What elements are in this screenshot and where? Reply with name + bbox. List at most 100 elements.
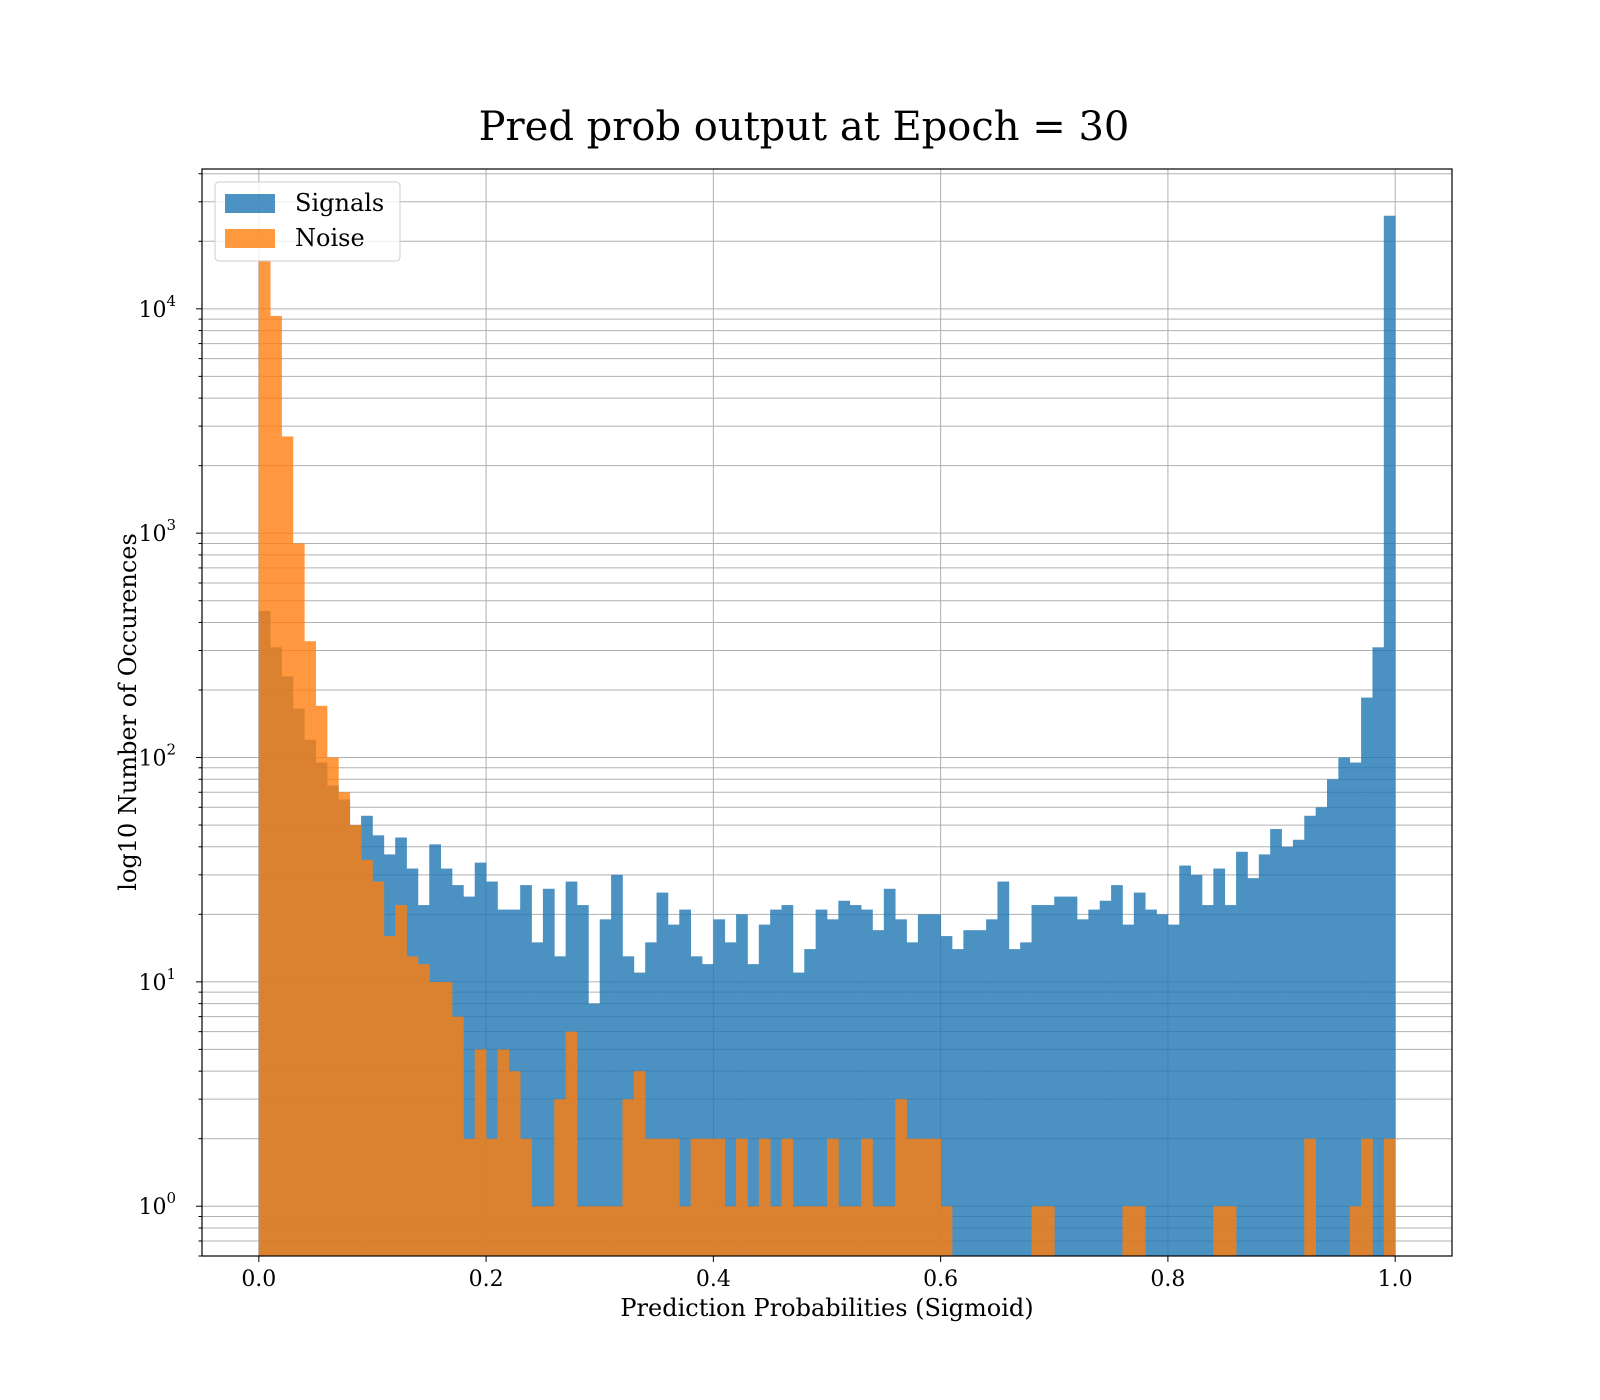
signals-bar: [1213, 868, 1226, 1256]
noise-bar: [452, 1016, 464, 1256]
noise-bar: [281, 436, 294, 1256]
signals-bar: [1099, 900, 1112, 1256]
y-tick-label: 103: [138, 516, 176, 547]
signals-bar: [781, 905, 794, 1256]
noise-bar: [849, 1206, 862, 1256]
signals-bar: [1270, 829, 1282, 1256]
axis-ticks: 0.0 0.2 0.4 0.6 0.8 1.0 100 101 102 103 104: [138, 173, 1413, 1292]
signals-bar: [702, 964, 714, 1256]
signals-bar: [1167, 924, 1180, 1256]
noise-bar: [1304, 1138, 1316, 1256]
signals-bar: [917, 914, 930, 1256]
signals-bar: [861, 909, 873, 1256]
signals-bar: [997, 881, 1010, 1256]
signals-bar: [736, 914, 748, 1256]
noise-bar: [815, 1206, 828, 1256]
signals-bar: [542, 888, 555, 1256]
noise-bar: [258, 260, 271, 1256]
signals-bar: [1202, 905, 1214, 1256]
y-tick-label: 102: [138, 741, 176, 772]
signals-bar: [1236, 851, 1248, 1256]
y-tick-label: 100: [138, 1189, 176, 1220]
noise-bar: [758, 1138, 771, 1256]
signals-bar: [1281, 846, 1294, 1256]
signals-bar: [1361, 697, 1373, 1256]
noise-bar: [713, 1138, 726, 1256]
signals-bar: [849, 905, 862, 1256]
signals-bar: [1372, 647, 1385, 1256]
signals-bar: [963, 930, 976, 1256]
noise-bar: [304, 641, 316, 1256]
noise-bar: [1383, 1138, 1396, 1256]
signals-bar: [804, 949, 816, 1256]
signals-bar: [1020, 942, 1032, 1256]
noise-bar: [736, 1138, 748, 1256]
signals-bar: [1008, 949, 1021, 1256]
signals-bar: [747, 964, 760, 1256]
signals-bar: [1042, 905, 1055, 1256]
signals-bar: [1327, 779, 1339, 1256]
signals-bar: [588, 1003, 601, 1256]
signals-bar: [1054, 896, 1066, 1256]
noise-bar: [292, 543, 305, 1256]
noise-bar: [667, 1138, 680, 1256]
signals-bar: [770, 909, 782, 1256]
noise-bar: [417, 964, 430, 1256]
noise-bar: [497, 1049, 510, 1256]
noise-bar: [770, 1206, 782, 1256]
signals-bar: [827, 919, 839, 1256]
x-tick-label: 0.6: [923, 1267, 958, 1292]
signals-bar: [690, 956, 703, 1256]
legend-swatch-signals: [225, 194, 275, 213]
noise-bar: [361, 859, 373, 1256]
noise-bar: [838, 1206, 851, 1256]
signals-bar: [463, 896, 476, 1256]
signals-bar: [1258, 854, 1271, 1256]
noise-bar: [327, 757, 339, 1256]
noise-bar: [702, 1138, 714, 1256]
noise-bar: [1361, 1138, 1373, 1256]
signals-bar: [815, 909, 828, 1256]
noise-bar: [872, 1206, 885, 1256]
x-tick-label: 0.2: [469, 1267, 504, 1292]
signals-bar: [940, 936, 953, 1256]
signals-bar: [1122, 924, 1135, 1256]
signals-bar: [986, 919, 998, 1256]
noise-bar: [440, 981, 453, 1256]
noise-bar: [1349, 1206, 1362, 1256]
signals-bar: [611, 874, 623, 1256]
noise-bar: [429, 981, 441, 1256]
signals-bar: [577, 905, 589, 1256]
noise-bar: [1042, 1206, 1055, 1256]
noise-bar: [883, 1206, 896, 1256]
noise-bar: [929, 1138, 941, 1256]
signals-bar: [1190, 874, 1203, 1256]
x-tick-label: 0.4: [696, 1267, 731, 1292]
noise-bar: [1122, 1206, 1135, 1256]
noise-bar: [372, 881, 385, 1256]
y-tick-label: 101: [138, 965, 176, 996]
noise-bar: [395, 905, 407, 1256]
signals-bar: [713, 919, 726, 1256]
signals-bar: [1304, 815, 1316, 1256]
noise-bar: [622, 1099, 635, 1256]
noise-bar: [474, 1049, 487, 1256]
y-tick-label: 104: [138, 292, 176, 323]
signals-bar: [1315, 807, 1328, 1256]
noise-bar: [383, 936, 396, 1256]
signals-bar: [667, 924, 680, 1256]
noise-bar: [338, 792, 351, 1256]
signals-bar: [1224, 905, 1237, 1256]
signals-bar: [758, 924, 771, 1256]
y-axis-label: log10 Number of Occurences: [114, 533, 142, 891]
signals-bar: [1349, 762, 1362, 1256]
signals-bar: [1077, 919, 1089, 1256]
x-tick-label: 0.0: [241, 1267, 276, 1292]
noise-bar: [906, 1138, 919, 1256]
signals-bar: [895, 919, 907, 1256]
chart-title: Pred prob output at Epoch = 30: [479, 104, 1130, 150]
signals-bar: [1292, 839, 1305, 1256]
signals-bar: [1383, 215, 1396, 1256]
signals-bar: [1031, 905, 1044, 1256]
noise-bar: [792, 1206, 805, 1256]
